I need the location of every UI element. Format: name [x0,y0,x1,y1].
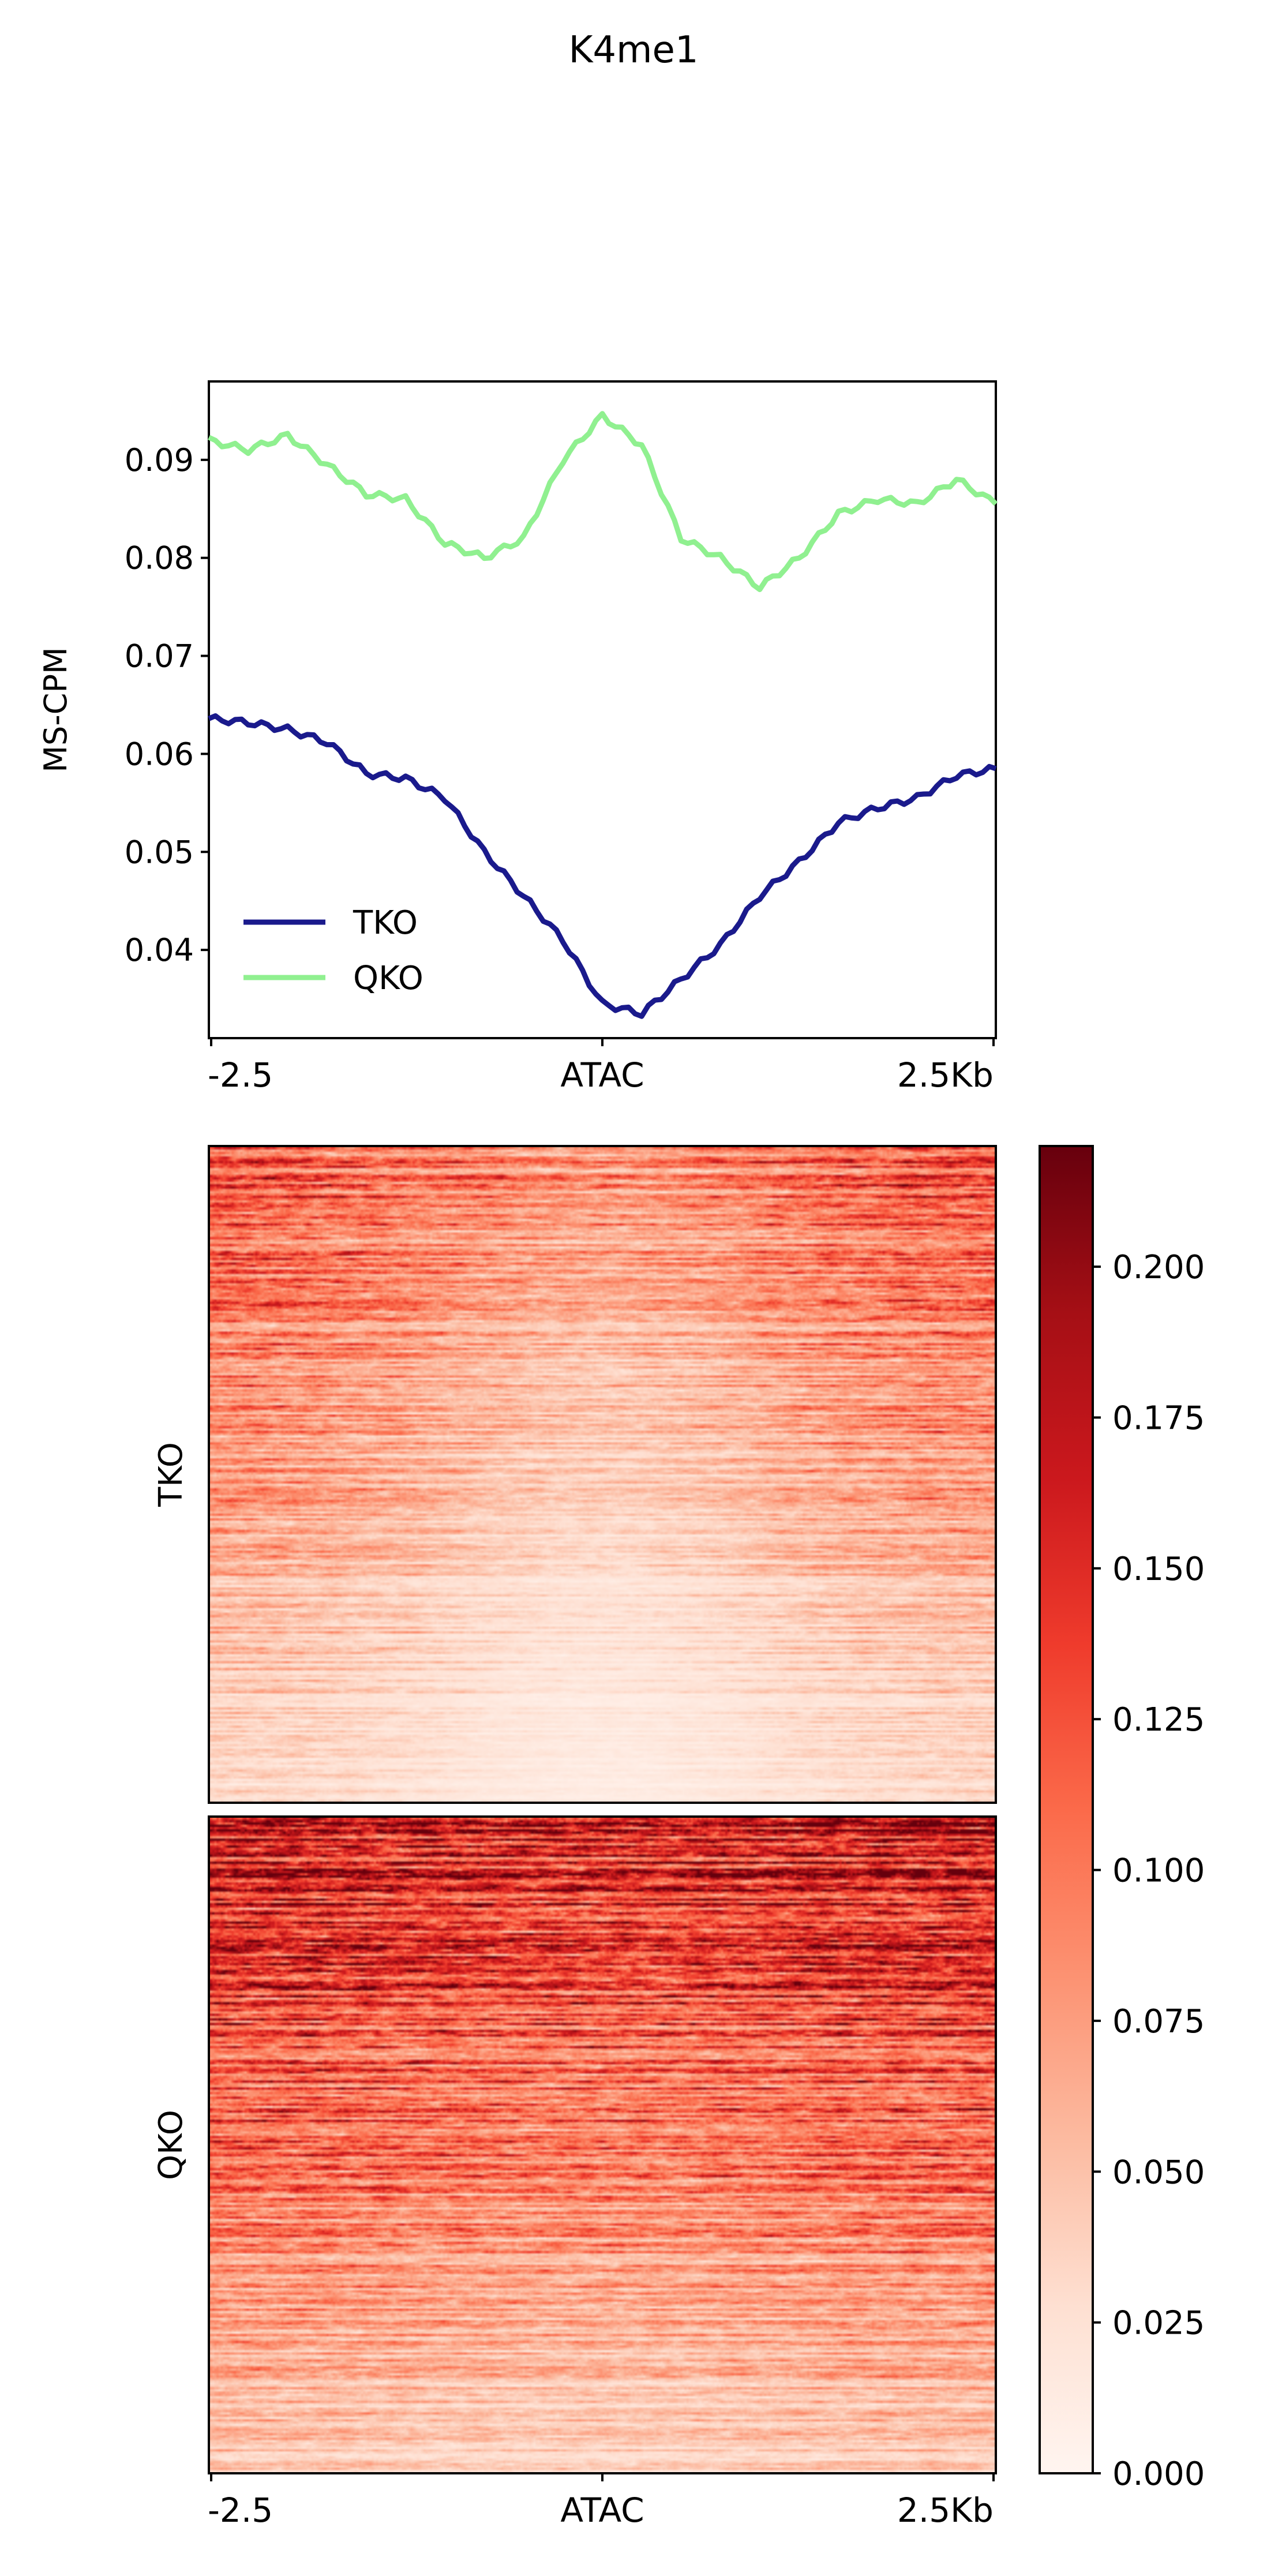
series-line-qko [208,411,998,593]
colorbar-tick-label: 0.075 [1112,2003,1205,2040]
colorbar: 0.000 0.025 0.050 0.075 0.100 0.125 0.150 0.175… [1039,1145,1205,2493]
colorbar-tick-label: 0.150 [1112,1551,1205,1588]
colorbar-gradient [1039,1145,1094,2474]
heatmap-qko-image [210,1818,995,2472]
heatmap-tko-label: TKO [152,1442,190,1507]
legend-label-qko: QKO [353,960,423,997]
legend: TKO QKO [243,904,423,997]
colorbar-tick-label: 0.025 [1112,2305,1205,2342]
x-tick-label: 2.5Kb [897,1055,994,1095]
series-line-tko [208,713,997,1019]
heatmap-tko-image [210,1147,995,1802]
profile-y-axis-label: MS-CPM [38,647,74,772]
y-tick-label: 0.07 [125,638,194,675]
heatmap-panels: TKO QKO -2.5 ATAC 2.5Kb [152,1145,997,2530]
profile-axes-frame [208,380,997,1039]
profile-plot: 0.04 0.05 0.06 0.07 0.08 0.09 -2.5 ATAC 2.5Kb M… [38,380,998,1095]
y-tick-label: 0.09 [125,442,194,478]
x-tick-label: ATAC [560,1055,644,1095]
colorbar-tick-label: 0.175 [1112,1399,1205,1437]
figure-title: K4me1 [568,29,698,72]
heatmap-tko-frame [208,1145,997,1804]
colorbar-tick-label: 0.100 [1112,1852,1205,1890]
legend-label-tko: TKO [353,904,418,942]
colorbar-tick-label: 0.200 [1112,1249,1205,1286]
x-tick-label: ATAC [560,2491,644,2530]
x-tick-label: 2.5Kb [897,2491,994,2530]
y-tick-label: 0.08 [125,540,194,576]
colorbar-ticks: 0.000 0.025 0.050 0.075 0.100 0.125 0.150 0.175… [1093,1249,1205,2493]
colorbar-tick-label: 0.125 [1112,1701,1205,1739]
colorbar-tick-label: 0.000 [1112,2455,1205,2493]
x-tick-label: -2.5 [208,2491,273,2530]
profile-series-group [208,411,998,1019]
profile-y-ticks: 0.04 0.05 0.06 0.07 0.08 0.09 [125,442,209,968]
heatmap-qko-label: QKO [152,2110,190,2180]
profile-x-ticks: -2.5 ATAC 2.5Kb [208,1038,995,1095]
y-tick-label: 0.04 [125,932,194,968]
heatmap-x-ticks: -2.5 ATAC 2.5Kb [208,2473,995,2530]
colorbar-tick-label: 0.050 [1112,2154,1205,2191]
y-tick-label: 0.06 [125,736,194,772]
y-tick-label: 0.05 [125,834,194,870]
x-tick-label: -2.5 [208,1055,273,1095]
